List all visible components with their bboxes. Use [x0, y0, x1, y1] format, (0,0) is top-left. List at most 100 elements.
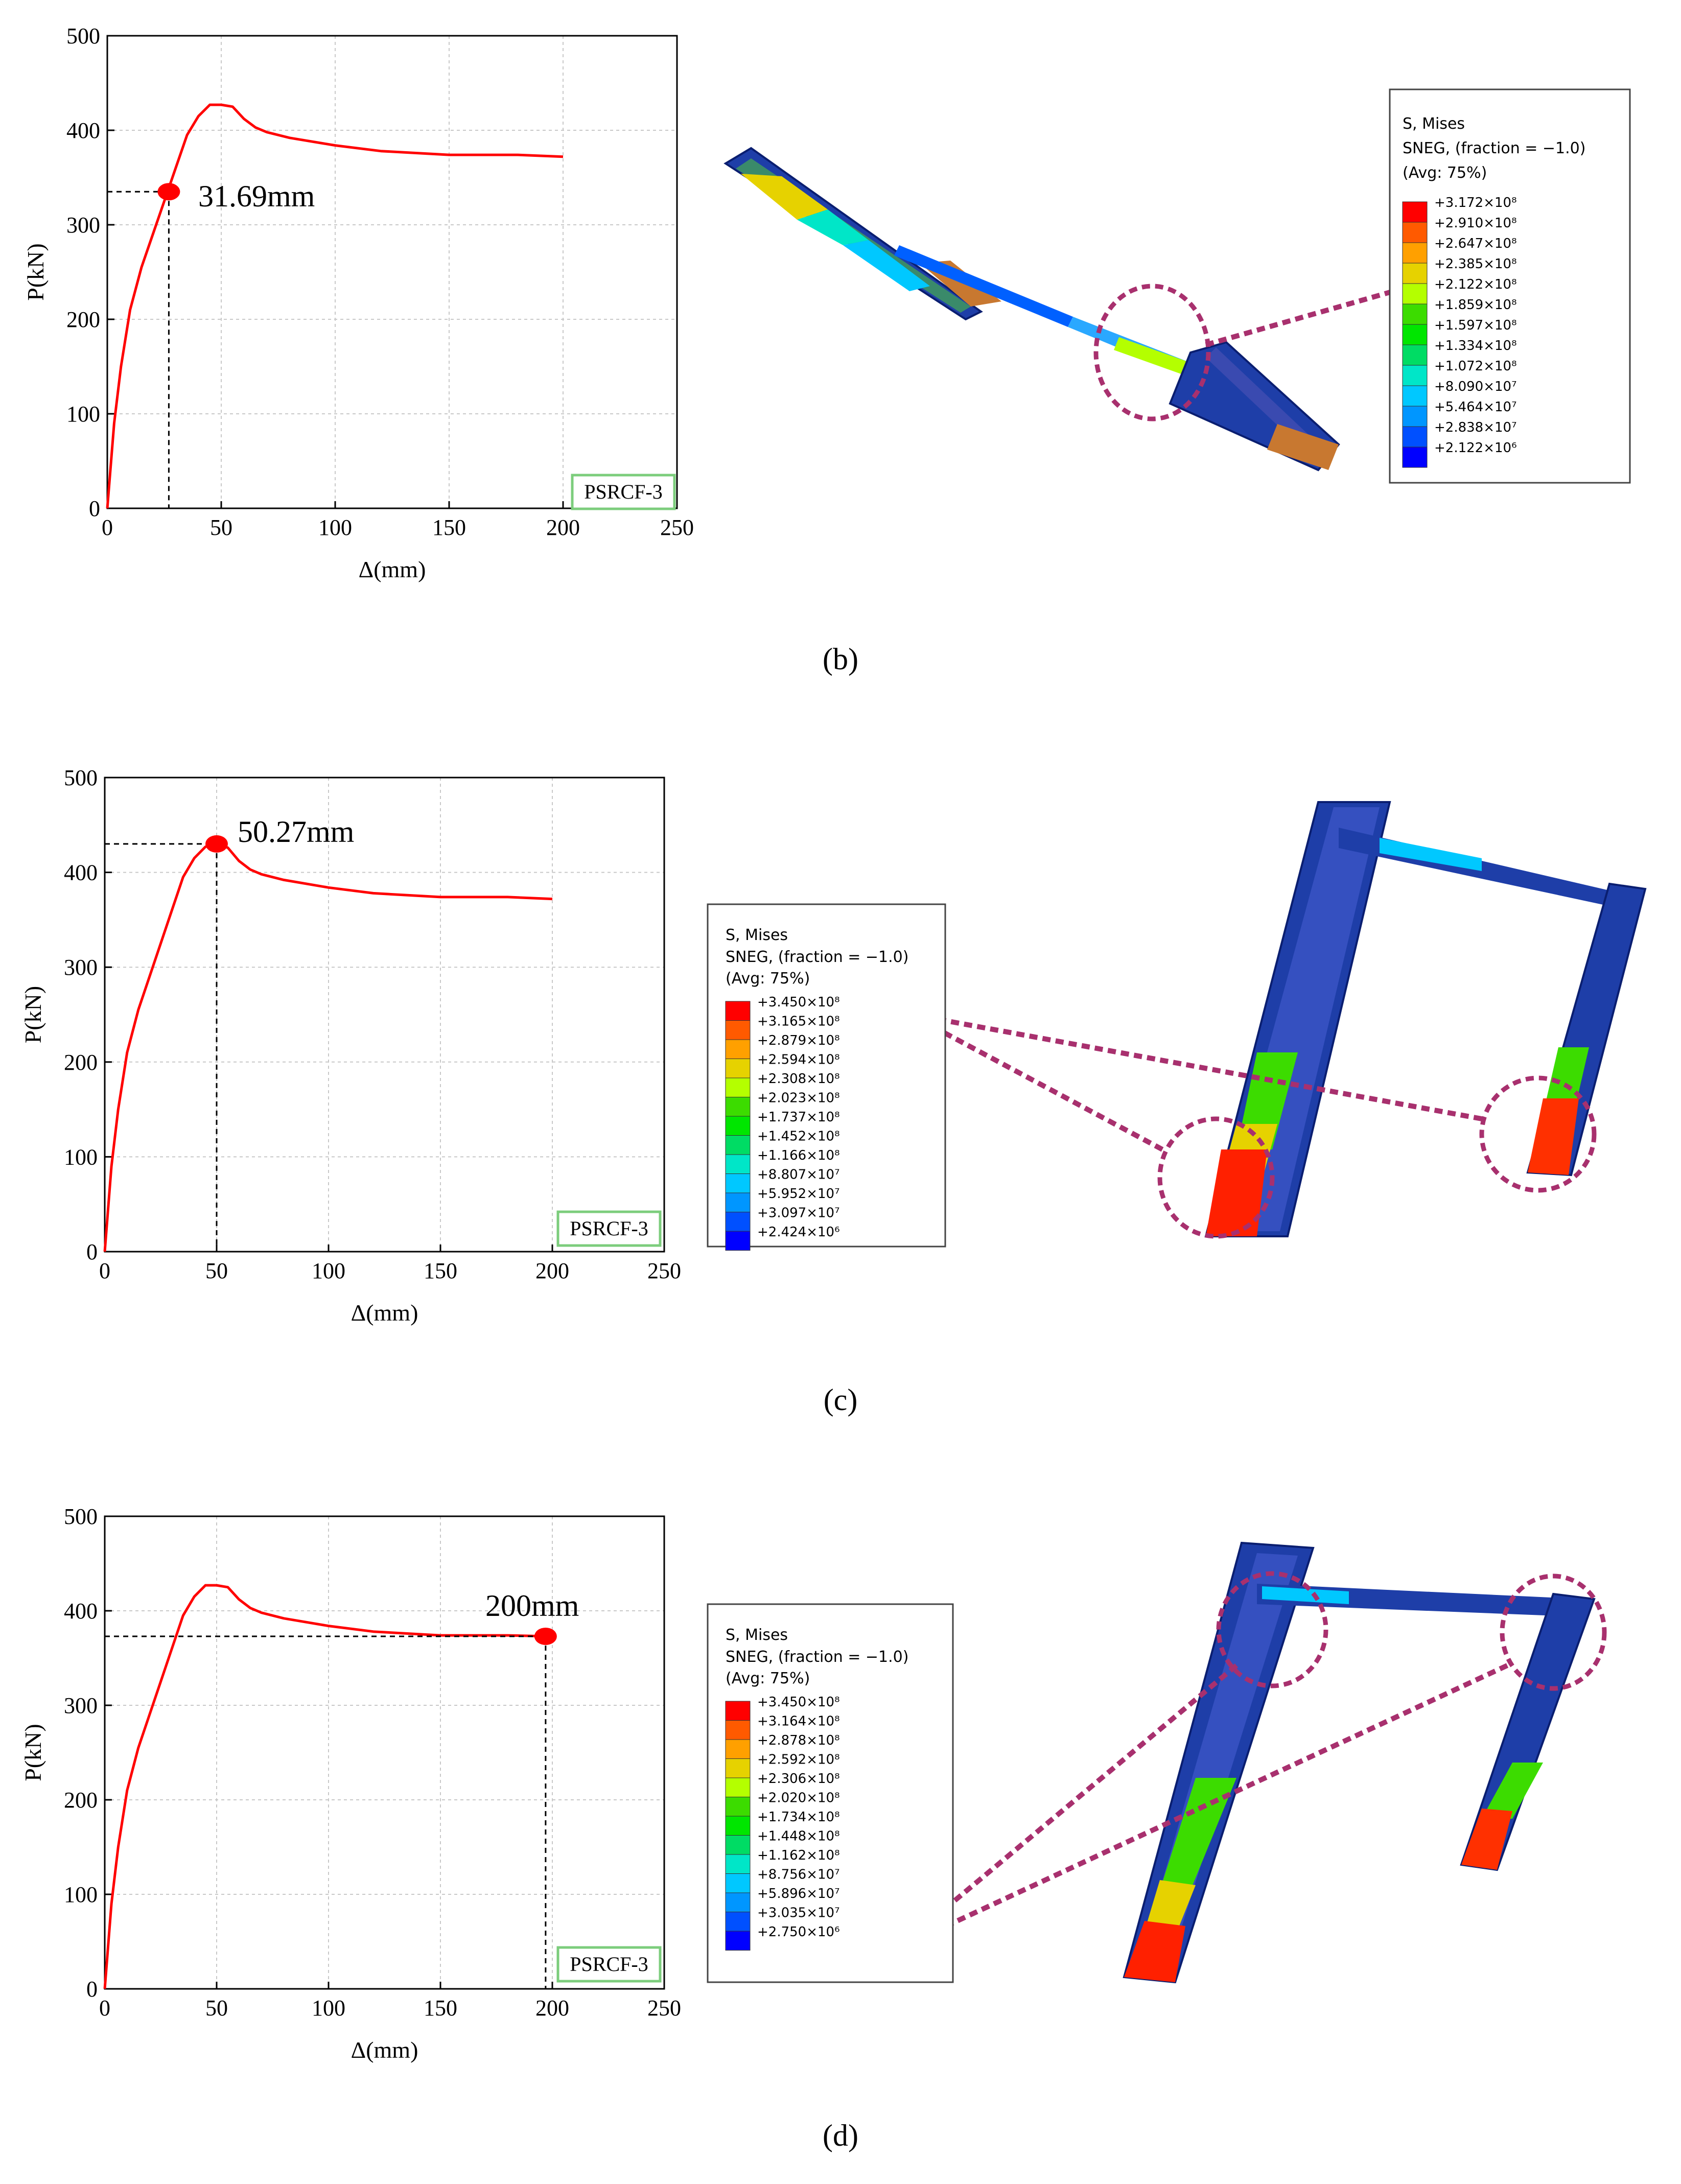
fe-model-b [723, 147, 1340, 472]
legend-value: +2.878×10⁸ [757, 1733, 840, 1748]
chart-d: 0 50 100 150 200 250 0 100 200 300 400 500 Δ(mm) P(kN… [20, 1504, 681, 2063]
legend-value: +2.424×10⁶ [757, 1225, 840, 1240]
legend-swatch [725, 1912, 751, 1932]
legend-avg-b: (Avg: 75%) [1403, 164, 1487, 182]
legend-swatch [1402, 222, 1428, 243]
legend-value: +3.164×10⁸ [757, 1714, 840, 1729]
legend-swatch [725, 1739, 751, 1759]
legend-swatch [725, 1758, 751, 1778]
legend-swatch [725, 1892, 751, 1912]
legend-value: +3.097×10⁷ [757, 1206, 840, 1221]
legend-swatch [1402, 426, 1428, 448]
legend-swatch [725, 1116, 751, 1136]
legend-title-c: S, Mises [726, 926, 788, 944]
legend-d: S, Mises SNEG, (fraction = −1.0) (Avg: 7… [707, 1603, 954, 1983]
y-tick-label: 100 [66, 402, 100, 427]
chart-c: 0 50 100 150 200 250 0 100 200 300 400 500 Δ(mm) P(kN… [20, 765, 681, 1326]
y-tick-label: 400 [64, 1599, 98, 1624]
legend-value: +5.896×10⁷ [757, 1886, 840, 1901]
x-tick-label: 200 [546, 515, 580, 540]
legend-value: +8.090×10⁷ [1434, 379, 1517, 394]
legend-swatch [725, 1931, 751, 1951]
y-tick-label: 200 [66, 307, 100, 332]
y-tick-label: 500 [66, 24, 100, 49]
y-axis-label: P(kN) [20, 1724, 46, 1781]
legend-swatch [725, 1154, 751, 1174]
tag-b: PSRCF-3 [584, 480, 662, 503]
legend-swatch [725, 1701, 751, 1721]
legend-value: +2.750×10⁶ [757, 1924, 840, 1940]
legend-swatch [725, 1854, 751, 1874]
marker-point-b [157, 183, 180, 201]
panel-c: 0 50 100 150 200 250 0 100 200 300 400 500 Δ(mm) P(kN… [20, 765, 1647, 1417]
panel-label-c: (c) [824, 1383, 858, 1417]
legend-swatch [725, 1873, 751, 1893]
legend-value: +2.122×10⁶ [1434, 440, 1517, 456]
legend-value: +3.450×10⁸ [757, 1695, 840, 1710]
legend-value: +2.122×10⁸ [1434, 277, 1517, 292]
x-tick-label: 150 [424, 1258, 457, 1283]
legend-swatch [725, 1135, 751, 1155]
legend-value: +2.879×10⁸ [757, 1033, 840, 1048]
legend-value: +1.162×10⁸ [757, 1848, 840, 1863]
legend-swatch [725, 1020, 751, 1040]
legend-swatch [1402, 365, 1428, 386]
legend-value: +3.172×10⁸ [1434, 195, 1517, 210]
tag-c: PSRCF-3 [570, 1217, 648, 1240]
legend-swatch [725, 1192, 751, 1212]
legend-subtitle-d: SNEG, (fraction = −1.0) [726, 1648, 908, 1666]
plot-frame [106, 35, 678, 509]
x-tick-label: 100 [312, 1995, 345, 2021]
legend-value: +1.734×10⁸ [757, 1810, 840, 1825]
tag-box-b [571, 474, 676, 510]
legend-title-d: S, Mises [726, 1626, 788, 1644]
legend-value: +8.807×10⁷ [757, 1167, 840, 1183]
y-tick-label: 500 [64, 765, 98, 790]
legend-value: +2.594×10⁸ [757, 1052, 840, 1068]
fe-model-c [1204, 801, 1647, 1237]
panel-d: 0 50 100 150 200 250 0 100 200 300 400 500 Δ(mm) P(kN… [20, 1504, 1607, 2152]
legend-value: +1.452×10⁸ [757, 1129, 840, 1144]
legend-value: +2.592×10⁸ [757, 1752, 840, 1768]
tag-box-d [556, 1946, 662, 1983]
x-tick-label: 0 [99, 1258, 110, 1283]
y-tick-label: 100 [64, 1144, 98, 1169]
y-tick-label: 200 [64, 1050, 98, 1075]
legend-value: +2.306×10⁸ [757, 1771, 840, 1787]
x-tick-label: 200 [535, 1258, 569, 1283]
plot-frame [104, 777, 665, 1253]
x-tick-label: 100 [318, 515, 352, 540]
legend-title-b: S, Mises [1403, 115, 1465, 133]
legend-value: +1.072×10⁸ [1434, 359, 1517, 374]
panel-b: 0 50 100 150 200 250 0 100 200 300 400 500 Δ(mm) P(kN… [22, 24, 1631, 676]
y-tick-label: 500 [64, 1504, 98, 1529]
legend-value: +2.385×10⁸ [1434, 256, 1517, 272]
legend-swatch [725, 1039, 751, 1059]
x-tick-label: 250 [660, 515, 694, 540]
annotation-b: 31.69mm [198, 179, 315, 213]
legend-swatch [725, 1097, 751, 1117]
x-tick-label: 50 [205, 1258, 228, 1283]
x-tick-label: 250 [647, 1995, 681, 2021]
legend-swatch [1402, 201, 1428, 223]
legend-value: +1.859×10⁸ [1434, 297, 1517, 313]
annotation-c: 50.27mm [238, 815, 354, 849]
legend-swatch [725, 1059, 751, 1078]
y-axis-label: P(kN) [20, 986, 46, 1043]
x-tick-label: 50 [205, 1995, 228, 2021]
legend-value: +1.448×10⁸ [757, 1829, 840, 1844]
legend-swatch [725, 1001, 751, 1021]
legend-value: +1.597×10⁸ [1434, 318, 1517, 333]
legend-avg-d: (Avg: 75%) [726, 1670, 810, 1687]
fe-model-d [1123, 1541, 1596, 1984]
tag-d: PSRCF-3 [570, 1953, 648, 1976]
legend-avg-c: (Avg: 75%) [726, 970, 810, 988]
y-tick-label: 300 [64, 1693, 98, 1718]
legend-swatch [1402, 385, 1428, 407]
load-displacement-curve [103, 1584, 546, 1989]
legend-swatch [1402, 447, 1428, 468]
legend-swatch [725, 1797, 751, 1817]
legend-swatch [1402, 263, 1428, 284]
legend-value: +1.334×10⁸ [1434, 338, 1517, 354]
